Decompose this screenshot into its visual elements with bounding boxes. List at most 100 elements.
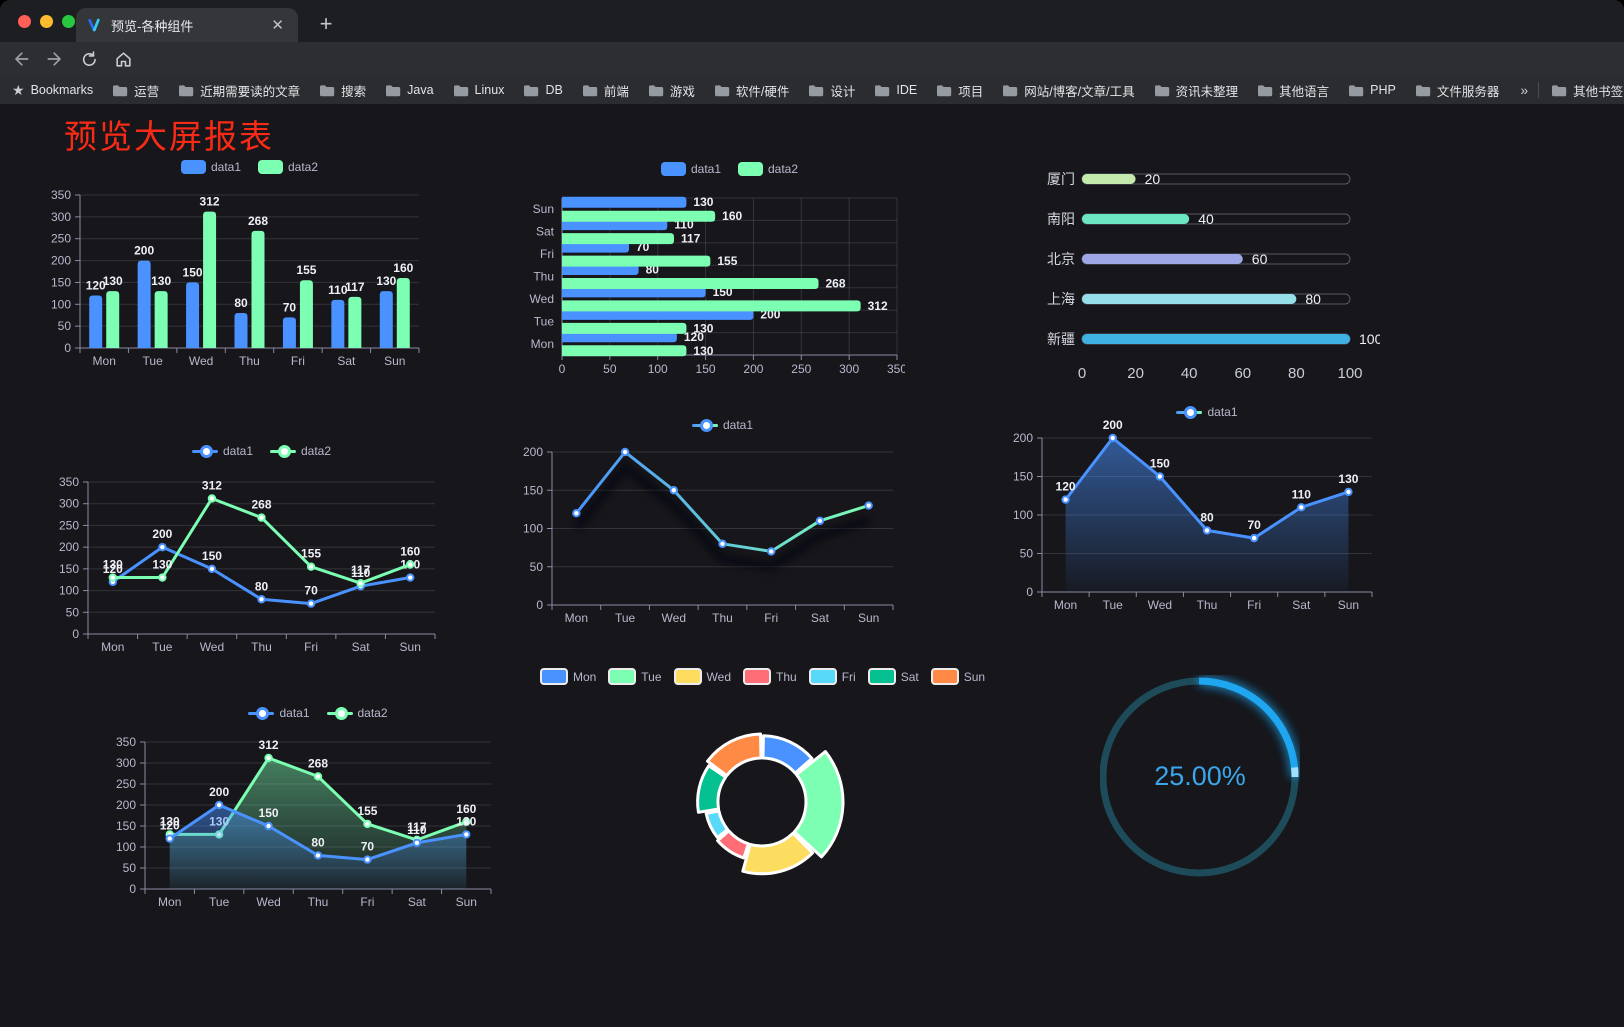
folder-icon (875, 84, 890, 96)
svg-text:Sat: Sat (337, 354, 356, 368)
legend-item-data1[interactable]: data1 (1176, 405, 1238, 419)
svg-text:0: 0 (1078, 365, 1086, 382)
bookmark-folder[interactable]: IDE (874, 83, 917, 97)
legend-item-Sun[interactable]: Sun (930, 668, 985, 685)
bookmark-folder[interactable]: Linux (453, 83, 504, 97)
home-icon (115, 51, 131, 67)
toolbar: 127.0.0.1:3000/#/chart/preview/9 9 ⌘ (0, 42, 1624, 116)
bookmark-folder[interactable]: 搜索 (319, 81, 366, 100)
svg-text:Sun: Sun (384, 354, 405, 368)
svg-text:268: 268 (308, 756, 328, 770)
bookmark-folder[interactable]: 软件/硬件 (714, 81, 789, 100)
chart-rose-pie: Mon Tue Wed Thu Fri Sat Sun (539, 660, 985, 910)
svg-text:Mon: Mon (158, 895, 181, 909)
bookmark-folder[interactable]: 前端 (582, 81, 629, 100)
other-bookmarks[interactable]: 其他书签 (1551, 81, 1623, 100)
svg-text:Tue: Tue (152, 640, 173, 654)
svg-text:130: 130 (693, 195, 713, 209)
svg-text:130: 130 (1338, 472, 1358, 486)
legend-item-data2[interactable]: data2 (270, 444, 331, 458)
svg-text:150: 150 (523, 483, 543, 497)
svg-text:120: 120 (1056, 480, 1076, 494)
svg-text:350: 350 (51, 188, 71, 202)
svg-text:Wed: Wed (256, 895, 280, 909)
legend-item-Fri[interactable]: Fri (808, 668, 856, 685)
svg-text:250: 250 (51, 232, 71, 246)
bookmark-folder[interactable]: PHP (1348, 83, 1396, 97)
folder-icon (1258, 84, 1273, 96)
bookmark-folder[interactable]: 文件服务器 (1415, 81, 1499, 100)
svg-text:155: 155 (301, 547, 321, 561)
svg-text:130: 130 (160, 814, 180, 828)
chart-area-two-series: 0 50 100 150 200 250 300 350 Mon Tue Wed Thu Fri Sat S… (101, 702, 501, 917)
legend-item-data2[interactable]: data2 (326, 706, 388, 720)
svg-text:Tue: Tue (143, 354, 164, 368)
forward-button[interactable] (42, 46, 68, 72)
back-icon (15, 52, 29, 66)
bookmarks-overflow-chevron[interactable]: » (1520, 82, 1529, 98)
page-content: 预览大屏报表 0 50 100 150 200 250 300 350 Mon Tue Wed Thu… (0, 104, 1624, 1027)
svg-text:70: 70 (361, 840, 375, 854)
reload-button[interactable] (76, 46, 102, 72)
svg-text:Sun: Sun (400, 640, 421, 654)
bookmark-folder[interactable]: 运营 (112, 81, 159, 100)
bookmark-folder[interactable]: 资讯未整理 (1154, 81, 1238, 100)
legend-item-Wed[interactable]: Wed (673, 668, 731, 685)
bookmark-folder[interactable]: 项目 (936, 81, 983, 100)
bookmarks-divider (1538, 82, 1540, 98)
legend-item-data1[interactable]: data1 (691, 418, 753, 432)
svg-text:0: 0 (129, 882, 136, 896)
legend-swatch (248, 706, 275, 720)
folder-icon (1415, 84, 1431, 96)
svg-text:Wed: Wed (662, 611, 686, 625)
legend-item-data2[interactable]: data2 (738, 162, 798, 176)
svg-text:50: 50 (1020, 547, 1034, 561)
svg-text:130: 130 (456, 814, 476, 828)
folder-icon (582, 84, 598, 96)
svg-text:新疆: 新疆 (1047, 331, 1075, 347)
folder-icon (320, 84, 335, 96)
back-button[interactable] (8, 46, 34, 72)
svg-text:160: 160 (456, 802, 476, 816)
bookmark-folder[interactable]: 游戏 (648, 81, 695, 100)
legend-item-data1[interactable]: data1 (191, 444, 253, 458)
legend-item-data1[interactable]: data1 (248, 706, 310, 720)
svg-text:110: 110 (351, 566, 371, 580)
new-tab-button[interactable]: + (319, 11, 333, 36)
bookmark-folder[interactable]: DB (523, 83, 563, 97)
legend-item-Mon[interactable]: Mon (539, 668, 596, 685)
svg-text:Sat: Sat (1292, 598, 1311, 612)
svg-text:0: 0 (64, 341, 71, 355)
bookmark-folder[interactable]: 其他语言 (1257, 81, 1329, 100)
svg-text:155: 155 (296, 263, 316, 277)
legend-item-data2[interactable]: data2 (258, 160, 318, 174)
svg-text:Fri: Fri (764, 611, 778, 625)
svg-text:120: 120 (160, 819, 180, 833)
minimize-window-button[interactable] (40, 15, 53, 28)
bookmarks-star-icon[interactable]: ★ (12, 81, 25, 98)
legend-item-Sat[interactable]: Sat (867, 668, 919, 685)
bookmark-folder[interactable]: Java (385, 83, 434, 97)
maximize-window-button[interactable] (62, 15, 75, 28)
tab-close-icon[interactable]: ✕ (271, 16, 284, 34)
svg-text:200: 200 (134, 244, 154, 258)
legend-item-data1[interactable]: data1 (180, 160, 241, 174)
bookmark-folder[interactable]: 近期需要读的文章 (178, 81, 300, 100)
svg-text:40: 40 (1181, 365, 1198, 382)
svg-text:300: 300 (116, 756, 136, 770)
home-button[interactable] (110, 46, 136, 72)
svg-text:Thu: Thu (239, 354, 260, 368)
browser-tab[interactable]: 预览-各种组件 ✕ (76, 8, 298, 42)
legend-item-Tue[interactable]: Tue (608, 668, 662, 685)
bookmarks-label[interactable]: Bookmarks (30, 83, 94, 97)
svg-text:117: 117 (407, 820, 427, 834)
reload-icon (82, 50, 96, 66)
legend-item-Thu[interactable]: Thu (743, 668, 797, 685)
svg-text:130: 130 (103, 274, 123, 288)
legend-item-data1[interactable]: data1 (660, 162, 721, 176)
close-window-button[interactable] (18, 15, 31, 28)
bookmark-folder[interactable]: 设计 (808, 81, 855, 100)
bookmark-folder[interactable]: 网站/博客/文章/工具 (1002, 81, 1135, 100)
svg-text:100: 100 (59, 584, 79, 598)
